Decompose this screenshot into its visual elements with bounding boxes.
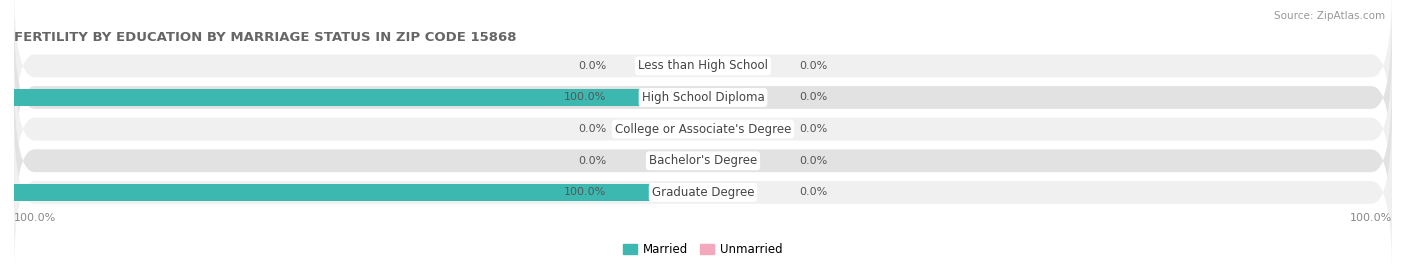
Text: 0.0%: 0.0% — [800, 124, 828, 134]
Text: 100.0%: 100.0% — [1350, 213, 1392, 223]
FancyBboxPatch shape — [14, 0, 1392, 149]
FancyBboxPatch shape — [14, 14, 1392, 181]
Bar — [14, 184, 703, 201]
FancyBboxPatch shape — [14, 45, 1392, 213]
Text: 0.0%: 0.0% — [800, 93, 828, 102]
Bar — [689, 121, 703, 138]
Text: 100.0%: 100.0% — [564, 187, 606, 197]
Bar — [703, 152, 744, 169]
Text: 0.0%: 0.0% — [800, 187, 828, 197]
Bar — [703, 89, 744, 106]
Text: 100.0%: 100.0% — [564, 93, 606, 102]
Text: 0.0%: 0.0% — [578, 156, 606, 166]
Text: High School Diploma: High School Diploma — [641, 91, 765, 104]
Text: Less than High School: Less than High School — [638, 59, 768, 72]
Bar — [703, 121, 744, 138]
Bar — [689, 152, 703, 169]
Text: Source: ZipAtlas.com: Source: ZipAtlas.com — [1274, 11, 1385, 21]
Text: 100.0%: 100.0% — [14, 213, 56, 223]
Legend: Married, Unmarried: Married, Unmarried — [619, 238, 787, 260]
Text: 0.0%: 0.0% — [800, 156, 828, 166]
Text: 0.0%: 0.0% — [800, 61, 828, 71]
FancyBboxPatch shape — [14, 109, 1392, 269]
Text: College or Associate's Degree: College or Associate's Degree — [614, 123, 792, 136]
Bar — [689, 57, 703, 75]
FancyBboxPatch shape — [14, 77, 1392, 244]
Text: Bachelor's Degree: Bachelor's Degree — [650, 154, 756, 167]
Text: 0.0%: 0.0% — [578, 61, 606, 71]
Bar — [14, 89, 703, 106]
Text: Graduate Degree: Graduate Degree — [652, 186, 754, 199]
Text: FERTILITY BY EDUCATION BY MARRIAGE STATUS IN ZIP CODE 15868: FERTILITY BY EDUCATION BY MARRIAGE STATU… — [14, 31, 516, 44]
Bar — [703, 57, 744, 75]
Bar — [703, 184, 744, 201]
Text: 0.0%: 0.0% — [578, 124, 606, 134]
